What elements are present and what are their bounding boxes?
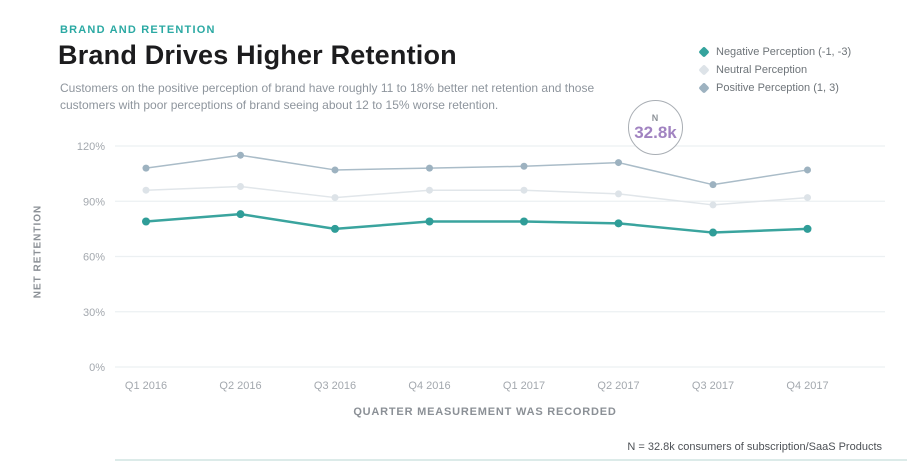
y-tick-label: 90%	[83, 196, 105, 208]
data-point[interactable]	[709, 201, 717, 209]
legend: Negative Perception (-1, -3) Neutral Perc…	[698, 46, 852, 94]
data-point[interactable]	[142, 186, 150, 194]
data-point[interactable]	[709, 181, 717, 189]
x-axis-title: QUARTER MEASUREMENT WAS RECORDED	[353, 406, 617, 418]
legend-item-label: Negative Perception (-1, -3)	[716, 46, 852, 58]
report-eyebrow: BRAND AND RETENTION	[60, 24, 216, 36]
data-point[interactable]	[804, 166, 811, 174]
y-tick-label: 30%	[83, 307, 105, 319]
bottom-divider	[115, 459, 907, 461]
chart-subtitle: Customers on the positive perception of …	[60, 81, 595, 112]
footnote: N = 32.8k consumers of subscription/SaaS…	[627, 441, 882, 453]
legend-item-label: Positive Perception (1, 3)	[716, 82, 839, 94]
data-point[interactable]	[236, 210, 245, 219]
data-point[interactable]	[142, 164, 150, 172]
legend-item-2[interactable]: Positive Perception (1, 3)	[698, 82, 851, 94]
x-tick-label: Q3 2017	[692, 380, 734, 392]
y-tick-label: 60%	[83, 252, 105, 264]
x-tick-label: Q3 2016	[314, 380, 356, 392]
x-tick-label: Q4 2016	[408, 380, 450, 392]
data-point[interactable]	[615, 159, 622, 167]
sample-size-badge: N 32.8k	[628, 100, 683, 155]
data-point[interactable]	[237, 183, 244, 191]
data-point[interactable]	[615, 190, 622, 198]
data-point[interactable]	[520, 186, 528, 194]
data-point[interactable]	[237, 151, 244, 159]
data-point[interactable]	[331, 194, 339, 202]
x-tick-label: Q4 2017	[786, 380, 828, 392]
data-point[interactable]	[614, 219, 623, 228]
data-point[interactable]	[331, 224, 339, 233]
series-line	[144, 212, 809, 234]
data-point[interactable]	[709, 228, 717, 237]
data-point[interactable]	[426, 164, 433, 172]
y-tick-label: 120%	[77, 141, 105, 153]
sample-size-value: 32.8k	[634, 123, 677, 142]
legend-item-1[interactable]: Neutral Perception	[698, 64, 851, 76]
data-point[interactable]	[331, 166, 339, 174]
sample-size-label: N	[651, 113, 660, 123]
data-point[interactable]	[425, 217, 434, 226]
y-axis-title: NET RETENTION	[32, 204, 44, 299]
data-point[interactable]	[804, 194, 811, 202]
data-point[interactable]	[520, 162, 528, 170]
data-point[interactable]	[520, 217, 528, 226]
data-point[interactable]	[426, 186, 433, 194]
x-tick-label: Q1 2017	[503, 380, 545, 392]
y-tick-label: 0%	[89, 362, 105, 374]
legend-item-0[interactable]: Negative Perception (-1, -3)	[698, 46, 852, 58]
series-line	[145, 154, 809, 186]
x-tick-label: Q1 2016	[125, 380, 167, 392]
data-point[interactable]	[142, 217, 150, 226]
x-tick-label: Q2 2016	[219, 380, 261, 392]
legend-item-label: Neutral Perception	[716, 64, 808, 76]
x-tick-label: Q2 2017	[597, 380, 639, 392]
series-line	[145, 185, 809, 206]
data-point[interactable]	[803, 224, 812, 233]
page-title: Brand Drives Higher Retention	[58, 40, 457, 70]
